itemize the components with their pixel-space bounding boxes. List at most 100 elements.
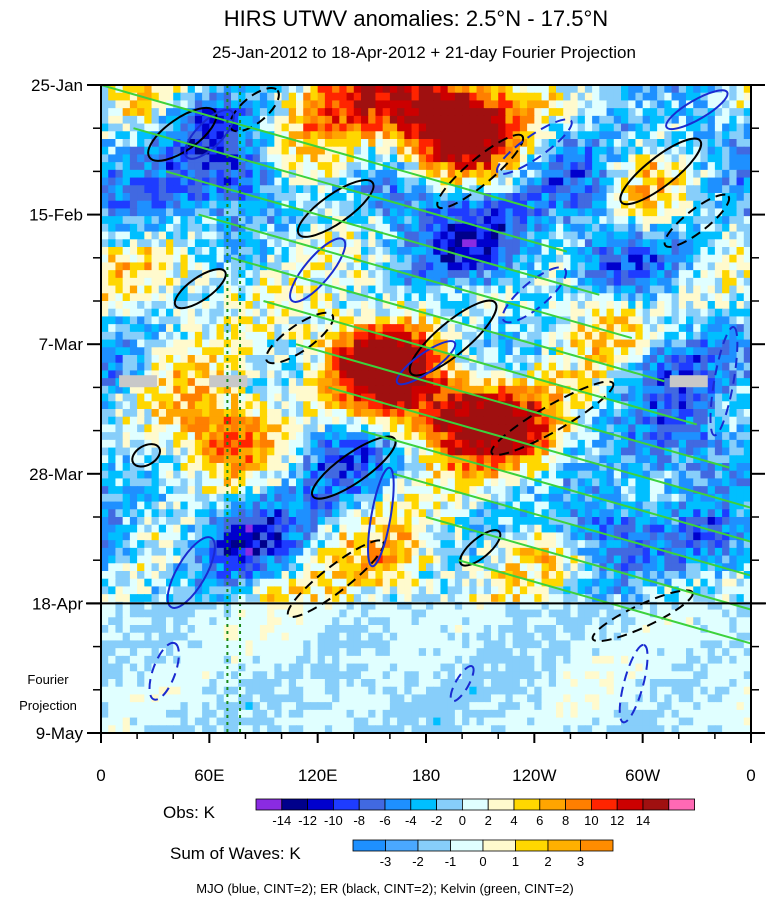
field-cell: [722, 324, 730, 333]
field-cell: [353, 424, 362, 433]
field-cell: [519, 316, 528, 325]
field-cell: [491, 331, 499, 341]
field-cell: [375, 85, 384, 94]
field-cell: [469, 277, 478, 287]
field-cell: [223, 254, 232, 264]
field-cell: [317, 501, 326, 510]
field-cell: [245, 439, 254, 449]
field-cell: [556, 216, 564, 225]
field-cell: [115, 432, 124, 441]
field-cell: [642, 247, 651, 256]
field-cell: [411, 362, 420, 372]
field-cell: [281, 254, 290, 264]
field-cell: [223, 162, 232, 171]
field-cell: [375, 416, 384, 426]
field-cell: [606, 177, 615, 186]
field-cell: [671, 347, 680, 356]
field-cell: [462, 316, 470, 325]
field-cell: [202, 308, 210, 318]
field-cell: [108, 501, 117, 510]
field-cell: [303, 262, 312, 271]
field-cell: [476, 416, 485, 426]
field-cell: [404, 115, 413, 125]
field-cell: [129, 478, 138, 487]
field-cell: [642, 385, 651, 395]
field-cell: [686, 424, 694, 433]
field-cell: [194, 463, 203, 472]
field-cell: [527, 463, 535, 472]
field-cell: [512, 216, 521, 225]
field-cell: [584, 308, 593, 318]
field-cell: [187, 123, 196, 132]
field-cell: [158, 501, 167, 510]
field-cell: [245, 393, 254, 402]
field-cell: [317, 463, 326, 472]
field-cell: [491, 285, 499, 294]
field-cell: [642, 401, 651, 410]
field-cell: [252, 416, 261, 426]
field-cell: [577, 362, 586, 372]
field-cell: [592, 439, 600, 449]
field-cell: [686, 154, 694, 163]
field-cell: [700, 501, 709, 510]
field-cell: [613, 108, 622, 117]
field-cell: [281, 509, 290, 518]
field-cell: [621, 347, 629, 356]
field-cell: [288, 277, 297, 287]
field-cell: [743, 185, 751, 194]
field-cell: [317, 108, 326, 117]
field-cell: [245, 193, 254, 202]
field-cell: [527, 177, 535, 186]
field-cell: [570, 200, 579, 210]
field-cell: [743, 385, 751, 395]
field-cell: [324, 486, 333, 495]
field-cell: [361, 262, 369, 271]
field-cell: [209, 324, 218, 333]
field-cell: [693, 85, 702, 94]
field-cell: [426, 262, 434, 271]
field-cell: [296, 478, 304, 487]
field-cell: [469, 455, 478, 464]
field-cell: [729, 409, 738, 418]
field-cell: [606, 185, 615, 194]
field-cell: [714, 501, 723, 510]
field-cell: [599, 154, 608, 163]
field-cell: [700, 331, 709, 341]
field-cell: [642, 308, 651, 318]
field-cell: [556, 385, 564, 395]
field-cell: [722, 231, 730, 240]
field-cell: [281, 277, 290, 287]
field-cell: [743, 169, 751, 179]
field-cell: [231, 169, 239, 179]
field-cell: [476, 362, 485, 372]
field-cell: [259, 169, 268, 179]
field-cell: [382, 509, 391, 518]
field-cell: [223, 478, 232, 487]
field-cell: [621, 424, 629, 433]
field-cell: [426, 115, 434, 125]
field-cell: [476, 85, 485, 94]
field-cell: [447, 108, 456, 117]
field-cell: [115, 185, 124, 194]
field-cell: [389, 216, 398, 225]
field-cell: [115, 339, 124, 348]
field-cell: [613, 200, 622, 210]
field-cell: [527, 154, 535, 163]
field-cell: [534, 146, 543, 156]
field-cell: [317, 285, 326, 294]
field-cell: [144, 285, 153, 294]
field-cell: [231, 162, 239, 171]
field-cell: [483, 362, 492, 372]
field-cell: [274, 470, 283, 480]
field-cell: [411, 223, 420, 233]
field-cell: [122, 501, 131, 510]
field-cell: [534, 262, 543, 271]
field-cell: [693, 301, 702, 310]
field-cell: [649, 347, 658, 356]
field-cell: [512, 416, 521, 426]
field-cell: [541, 347, 550, 356]
field-cell: [519, 123, 528, 132]
field-cell: [375, 146, 384, 156]
field-cell: [657, 131, 665, 140]
field-cell: [180, 501, 189, 510]
